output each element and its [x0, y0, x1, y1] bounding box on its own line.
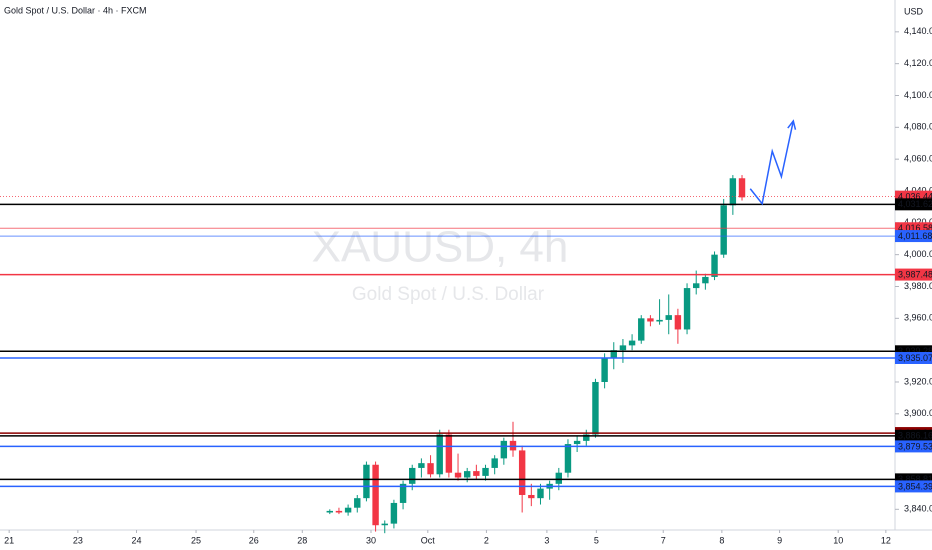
- candle-body: [500, 440, 508, 459]
- level-label: 3,886.16: [898, 431, 932, 441]
- level-label: 3,854.39: [898, 481, 932, 491]
- candle-body: [409, 467, 416, 484]
- level-label: 4,016.58: [898, 223, 932, 233]
- candle-body: [674, 315, 682, 330]
- y-tick-label: 4,080.00: [904, 122, 932, 132]
- candle-body: [335, 510, 343, 513]
- candle-body: [729, 178, 737, 206]
- candle-body: [427, 463, 434, 475]
- candle-body: [473, 471, 480, 476]
- level-label-box: [895, 429, 932, 442]
- candle-body: [436, 434, 443, 475]
- candle-body: [619, 345, 627, 351]
- watermark: XAUUSD, 4h: [312, 223, 569, 272]
- candle-body: [482, 467, 489, 476]
- level-label-box: [895, 198, 932, 211]
- x-tick-label: 23: [73, 535, 83, 545]
- x-tick-label: 24: [131, 535, 141, 545]
- chart-title: Gold Spot / U.S. Dollar · 4h · FXCM: [4, 5, 147, 15]
- candle-body: [647, 318, 654, 322]
- watermark-subtitle: Gold Spot / U.S. Dollar: [352, 284, 545, 305]
- candle-body: [665, 315, 672, 320]
- candle-body: [537, 488, 544, 499]
- projection-arrowhead: [787, 119, 797, 130]
- candle-body: [702, 276, 709, 284]
- candle-body: [363, 464, 370, 499]
- x-tick-label: Oct: [421, 535, 436, 545]
- candle-body: [711, 254, 718, 277]
- candle-body: [372, 464, 379, 526]
- level-label-box: [895, 351, 932, 364]
- y-tick-label: 3,980.00: [904, 281, 932, 291]
- candle-body: [518, 450, 526, 495]
- x-tick-label: 28: [297, 535, 307, 545]
- y-tick-label: 3,920.00: [904, 376, 932, 386]
- x-tick-label: 3: [544, 535, 549, 545]
- candle-body: [738, 178, 746, 198]
- y-tick-label: 4,020.00: [904, 217, 932, 227]
- candle-body: [592, 381, 599, 435]
- x-tick-label: 8: [719, 535, 724, 545]
- x-tick-label: 7: [661, 535, 666, 545]
- currency: USD: [904, 6, 924, 16]
- y-tick-label: 4,000.00: [904, 249, 932, 259]
- level-label: 3,858.81: [898, 474, 932, 484]
- candle-body: [399, 483, 407, 503]
- candle-body: [445, 434, 453, 473]
- level-label-box: [895, 268, 932, 281]
- y-tick-label: 4,100.00: [904, 90, 932, 100]
- x-tick-label: 9: [777, 535, 782, 545]
- y-tick-label: 4,140.00: [904, 26, 932, 36]
- level-label: 4,036.44: [898, 192, 932, 202]
- level-label: 3,935.07: [898, 353, 932, 363]
- level-label: 4,031.62: [898, 199, 932, 209]
- candle-body: [693, 283, 700, 289]
- candle-body: [390, 502, 398, 524]
- candle-body: [610, 350, 617, 359]
- candle-body: [454, 472, 462, 478]
- x-tick-label: 2: [484, 535, 489, 545]
- candle-body: [528, 494, 535, 499]
- candle-body: [573, 440, 581, 445]
- x-tick-label: 10: [833, 535, 843, 545]
- level-label: 3,939.28: [898, 346, 932, 356]
- y-tick-label: 4,120.00: [904, 58, 932, 68]
- x-tick-label: 25: [191, 535, 201, 545]
- x-tick-label: 12: [881, 535, 891, 545]
- y-tick-label: 3,840.00: [904, 504, 932, 514]
- candle-body: [583, 434, 590, 441]
- level-label-box: [895, 440, 932, 453]
- candle-body: [720, 205, 727, 255]
- x-tick-label: 5: [594, 535, 599, 545]
- candle-body: [344, 507, 352, 513]
- level-label: 3,879.53: [898, 441, 932, 451]
- y-tick-label: 4,040.00: [904, 185, 932, 195]
- candle-body: [463, 471, 471, 478]
- level-label: 3,987.48: [898, 269, 932, 279]
- candle-body: [555, 472, 563, 484]
- candle-body: [418, 463, 425, 468]
- candle-body: [381, 523, 388, 526]
- level-label-box: [895, 230, 932, 243]
- level-label-box: [895, 480, 932, 493]
- y-tick-label: 3,960.00: [904, 313, 932, 323]
- projection-path: [749, 120, 795, 206]
- candle-body: [354, 498, 361, 508]
- level-label: 4,011.68: [898, 231, 932, 241]
- y-tick-label: 4,060.00: [904, 154, 932, 164]
- candle-body: [628, 340, 636, 346]
- candle-body: [656, 319, 663, 322]
- candle-body: [491, 458, 498, 468]
- x-tick-label: 30: [366, 535, 376, 545]
- candle-body: [564, 444, 572, 473]
- candle-body: [638, 318, 645, 341]
- candle-body: [601, 358, 608, 382]
- candle-body: [683, 288, 691, 330]
- x-tick-label: 26: [249, 535, 259, 545]
- candle-body: [326, 510, 333, 513]
- y-tick-label: 3,900.00: [904, 408, 932, 418]
- x-tick-label: 21: [4, 535, 14, 545]
